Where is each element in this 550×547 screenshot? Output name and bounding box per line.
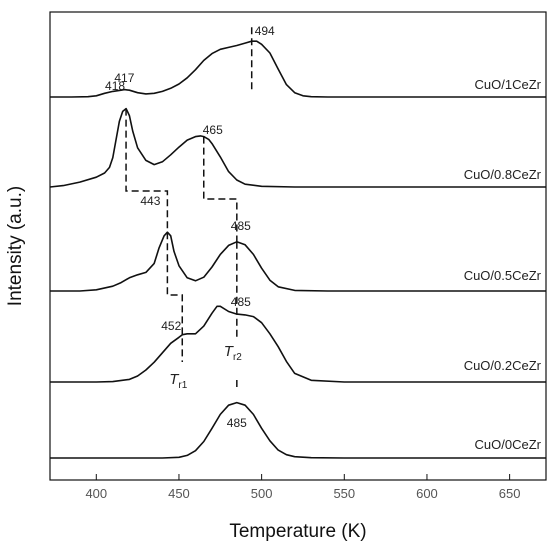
peak-value-label: 485: [231, 219, 251, 233]
peak-value-label: 418: [105, 79, 125, 93]
x-axis-title: Temperature (K): [229, 521, 366, 542]
plot-frame: [49, 11, 547, 481]
series-label: CuO/0.5CeZr: [464, 268, 542, 283]
x-tick-label: 500: [251, 486, 273, 501]
x-tick-label: 400: [85, 486, 107, 501]
x-tick-label: 650: [499, 486, 521, 501]
series-line: [50, 305, 546, 383]
peak-value-label: 485: [231, 295, 251, 309]
series-line: [50, 401, 546, 459]
peak-shift-guide-r1-lower: [166, 232, 184, 362]
series-line: [49, 107, 546, 188]
y-axis-title: Intensity (a.u.): [5, 186, 26, 306]
x-tick-label: 550: [333, 486, 355, 501]
series-label: CuO/1CeZr: [475, 77, 542, 92]
peak-value-label: 417: [114, 71, 134, 85]
reduction-temperature-label: Tr2: [224, 343, 243, 363]
x-tick-label: 450: [168, 486, 190, 501]
peak-shift-guide-r1-upper: [125, 108, 169, 233]
peak-value-label: 465: [203, 123, 223, 137]
series-label: CuO/0CeZr: [475, 437, 542, 452]
peak-value-label: 494: [255, 24, 275, 38]
peak-shift-guide-r2-upper: [203, 136, 238, 242]
series-line: [50, 40, 546, 98]
series-line: [50, 231, 546, 292]
peak-value-label: 443: [140, 194, 160, 208]
series-label: CuO/0.8CeZr: [464, 167, 542, 182]
reduction-temperature-label: Tr1: [169, 371, 188, 391]
x-tick-label: 600: [416, 486, 438, 501]
peak-value-label: 452: [161, 319, 181, 333]
peak-value-label: 485: [227, 416, 247, 430]
series-label: CuO/0.2CeZr: [464, 358, 542, 373]
